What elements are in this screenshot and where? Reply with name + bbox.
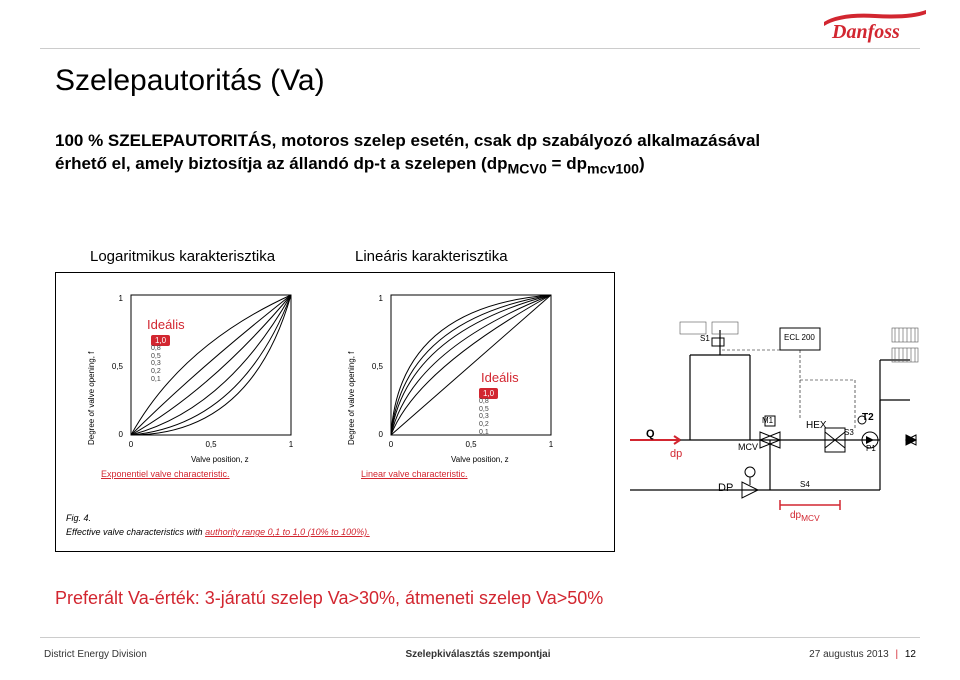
slide-title: Szelepautoritás (Va) bbox=[55, 64, 325, 98]
label-dpMCV: dpMCV bbox=[790, 510, 820, 523]
label-MCV: MCV bbox=[738, 442, 758, 452]
footer-center: Szelepkiválasztás szempontjai bbox=[405, 649, 550, 660]
svg-text:0,5: 0,5 bbox=[205, 440, 217, 449]
footer-rule bbox=[40, 637, 920, 638]
authority-values-2: 0,8 0,5 0,3 0,2 0,1 bbox=[479, 398, 489, 436]
header-rule bbox=[40, 48, 920, 49]
figure-caption: Effective valve characteristics with aut… bbox=[66, 527, 370, 537]
footer-right: 27 augustus 2013 | 12 bbox=[809, 649, 916, 660]
svg-text:0,5: 0,5 bbox=[465, 440, 477, 449]
label-T2: T2 bbox=[862, 412, 874, 423]
slide: Danfoss Szelepautoritás (Va) 100 % SZELE… bbox=[0, 0, 960, 680]
y-axis-label-2: Degree of valve opening, f bbox=[347, 352, 356, 445]
svg-text:1: 1 bbox=[379, 294, 384, 303]
label-DP: DP bbox=[718, 482, 733, 494]
ideal-label-1: Ideális bbox=[147, 317, 185, 332]
label-Q: Q bbox=[646, 428, 655, 440]
svg-text:1: 1 bbox=[119, 294, 124, 303]
x-axis-label-2: Valve position, z bbox=[451, 455, 509, 464]
label-ECL: ECL 200 bbox=[784, 333, 815, 342]
svg-text:0: 0 bbox=[119, 430, 124, 439]
footer-left: District Energy Division bbox=[44, 649, 147, 660]
svg-text:1: 1 bbox=[289, 440, 294, 449]
body-text-content: 100 % SZELEPAUTORITÁS, motoros szelep es… bbox=[55, 131, 760, 173]
svg-text:0: 0 bbox=[129, 440, 134, 449]
svg-text:0: 0 bbox=[379, 430, 384, 439]
svg-text:0: 0 bbox=[389, 440, 394, 449]
charts-frame: Degree of valve opening, f 0 0,5 1 0 0,5… bbox=[55, 272, 615, 552]
preferred-value-text: Preferált Va-érték: 3-járatú szelep Va>3… bbox=[55, 588, 603, 609]
schematic-diagram: Q dp DP MCV M1 dpMCV HEX S3 S4 T2 P1 S1 … bbox=[630, 320, 920, 535]
brand-text: Danfoss bbox=[831, 21, 900, 43]
x-axis-label-1: Valve position, z bbox=[191, 455, 249, 464]
label-logarithmic: Logaritmikus karakterisztika bbox=[90, 248, 275, 265]
body-text: 100 % SZELEPAUTORITÁS, motoros szelep es… bbox=[55, 130, 775, 179]
chart-linear: Degree of valve opening, f 0 0,5 1 0 0,5… bbox=[361, 285, 581, 455]
label-P1: P1 bbox=[866, 444, 876, 453]
caption-linear: Linear valve characteristic. bbox=[361, 469, 468, 479]
label-dp: dp bbox=[670, 448, 682, 460]
svg-text:1: 1 bbox=[549, 440, 554, 449]
svg-text:0,5: 0,5 bbox=[372, 362, 384, 371]
svg-text:0,5: 0,5 bbox=[112, 362, 124, 371]
chart-exponential: Degree of valve opening, f 0 0,5 1 0 0,5… bbox=[101, 285, 321, 455]
label-linear: Lineáris karakterisztika bbox=[355, 248, 508, 265]
authority-values-1: 0,8 0,5 0,3 0,2 0,1 bbox=[151, 345, 161, 383]
label-HEX: HEX bbox=[806, 420, 827, 431]
brand-logo: Danfoss bbox=[820, 8, 930, 49]
label-S3: S3 bbox=[844, 428, 854, 437]
label-S4: S4 bbox=[800, 480, 810, 489]
header: Danfoss bbox=[0, 0, 960, 70]
y-axis-label: Degree of valve opening, f bbox=[87, 352, 96, 445]
label-M1: M1 bbox=[762, 416, 773, 425]
figure-number: Fig. 4. bbox=[66, 513, 91, 523]
caption-exponential: Exponentiel valve characteristic. bbox=[101, 469, 230, 479]
label-S1: S1 bbox=[700, 334, 710, 343]
footer: District Energy Division Szelepkiválaszt… bbox=[44, 649, 916, 660]
ideal-label-2: Ideális bbox=[481, 370, 519, 385]
